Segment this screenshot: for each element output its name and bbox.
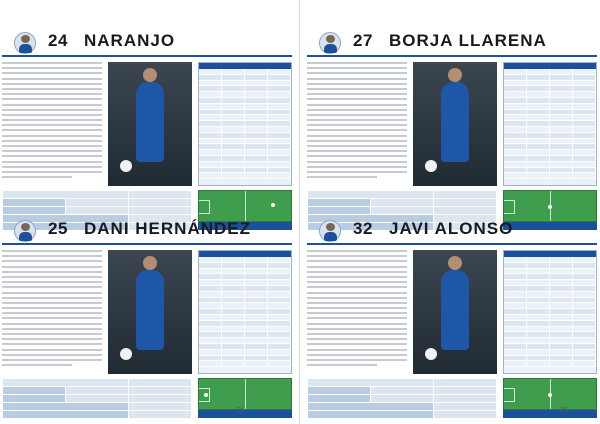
ball-icon: [425, 348, 437, 360]
player-name: NARANJO: [84, 31, 176, 50]
position-bar: [503, 410, 597, 418]
player-name: JAVI ALONSO: [389, 219, 514, 238]
biography-text: [2, 62, 102, 186]
player-name: DANI HERNÁNDEZ: [84, 219, 251, 238]
player-portrait-icon: [319, 220, 341, 242]
match-grid: [503, 250, 597, 374]
stats-table: [2, 378, 192, 419]
player-profile-naranjo: 24 NARANJO: [2, 30, 292, 231]
header-rule: [307, 55, 597, 57]
player-photo: [108, 250, 192, 374]
position-pitch: [503, 190, 597, 222]
player-header: 24 NARANJO: [2, 30, 292, 57]
ball-icon: [120, 160, 132, 172]
biography-text: [307, 250, 407, 374]
player-profile-javi-alonso: 32 JAVI ALONSO: [307, 218, 597, 419]
position-bar: [503, 222, 597, 230]
biography-text: [307, 62, 407, 186]
player-number: 25: [48, 219, 68, 238]
page-gutter: [299, 0, 300, 424]
match-grid: [198, 250, 292, 374]
match-grid: [198, 62, 292, 186]
header-rule: [2, 55, 292, 57]
player-name: BORJA LLARENA: [389, 31, 547, 50]
position-pitch: [198, 378, 292, 410]
player-header: 32 JAVI ALONSO: [307, 218, 597, 245]
player-photo: [413, 250, 497, 374]
player-profile-borja-llarena: 27 BORJA LLARENA: [307, 30, 597, 231]
player-profile-dani-hernandez: 25 DANI HERNÁNDEZ: [2, 218, 292, 419]
position-bar: [198, 410, 292, 418]
ball-icon: [120, 348, 132, 360]
position-pitch: [198, 190, 292, 222]
player-portrait-icon: [319, 32, 341, 54]
position-pitch: [503, 378, 597, 410]
match-grid: [503, 62, 597, 186]
player-number: 27: [353, 31, 373, 50]
position-bar: [198, 222, 292, 230]
ball-icon: [425, 160, 437, 172]
player-header: 27 BORJA LLARENA: [307, 30, 597, 57]
page-number-right: 25: [560, 407, 568, 414]
player-number: 32: [353, 219, 373, 238]
stats-table: [307, 190, 497, 231]
page-number-left: 24: [236, 407, 244, 414]
stats-table: [2, 190, 192, 231]
header-rule: [2, 243, 292, 245]
player-number: 24: [48, 31, 68, 50]
player-photo: [108, 62, 192, 186]
player-portrait-icon: [14, 32, 36, 54]
player-photo: [413, 62, 497, 186]
player-portrait-icon: [14, 220, 36, 242]
header-rule: [307, 243, 597, 245]
biography-text: [2, 250, 102, 374]
player-header: 25 DANI HERNÁNDEZ: [2, 218, 292, 245]
stats-table: [307, 378, 497, 419]
